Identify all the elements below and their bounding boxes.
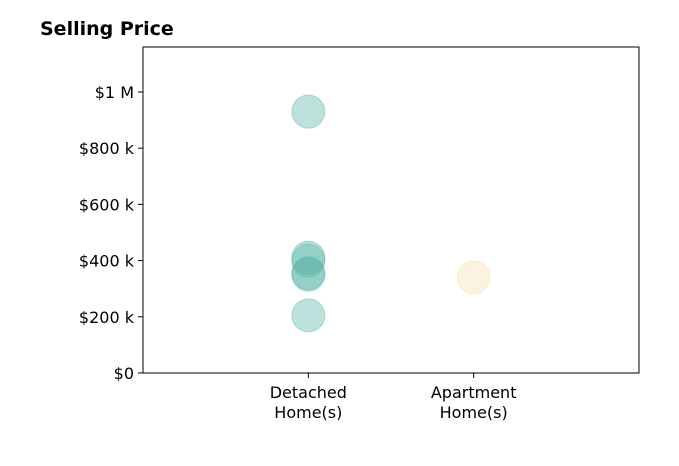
x-axis: Detached Home(s)Apartment Home(s) <box>270 373 517 422</box>
data-point-0-1 <box>291 240 326 275</box>
y-tick-label-5: $1 M <box>95 83 134 102</box>
data-point-1-0 <box>456 260 491 295</box>
chart-title: Selling Price <box>40 18 174 40</box>
data-point-0-3 <box>291 256 326 291</box>
data-point-0-0 <box>291 94 326 129</box>
plot-frame <box>142 46 640 374</box>
y-axis: $0 $200 k $400 k $600 k $800 k $1 M <box>79 83 143 383</box>
x-tick-label-0-line-1: Home(s) <box>274 403 342 422</box>
y-tick-label-1: $200 k <box>79 308 135 327</box>
y-tick-label-4: $800 k <box>79 139 135 158</box>
x-tick-label-0-line-0: Detached <box>270 383 347 402</box>
x-tick-label-1: Apartment Home(s) <box>431 383 517 422</box>
data-point-0-2 <box>291 243 326 278</box>
data-point-0-4 <box>291 257 326 292</box>
data-points <box>291 94 491 333</box>
y-tick-label-2: $400 k <box>79 252 135 271</box>
x-tick-label-0: Detached Home(s) <box>270 383 347 422</box>
y-tick-label-0: $0 <box>114 364 134 383</box>
y-tick-label-3: $600 k <box>79 195 135 214</box>
x-tick-label-1-line-1: Home(s) <box>440 403 508 422</box>
data-point-0-5 <box>291 298 326 333</box>
x-tick-label-1-line-0: Apartment <box>431 383 517 402</box>
